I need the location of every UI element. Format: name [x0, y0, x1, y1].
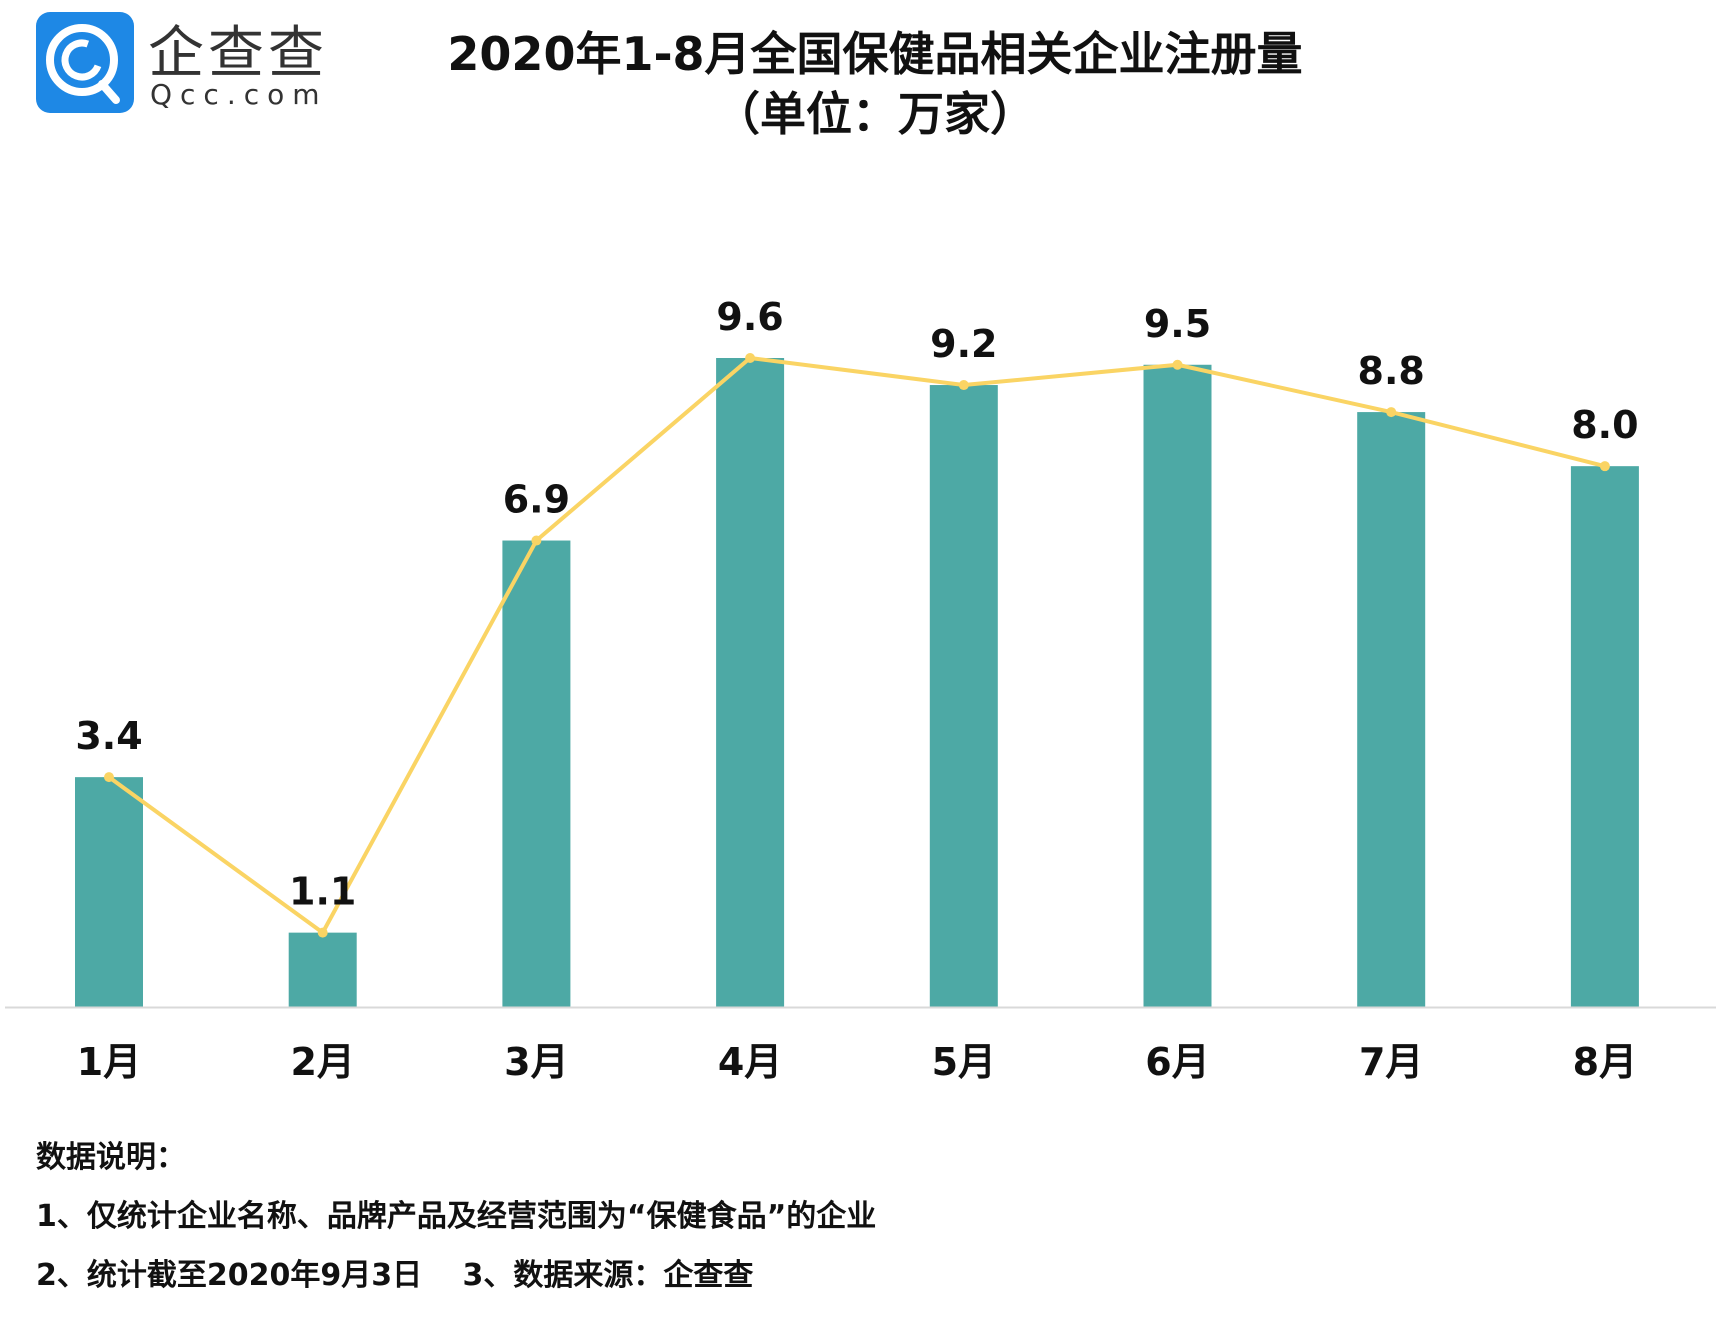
bar-6月 — [1143, 364, 1212, 1008]
note-line-2: 2、统计截至2020年9月3日 3、数据来源：企查查 — [36, 1258, 754, 1293]
bar-7月 — [1357, 412, 1426, 1007]
notes-heading: 数据说明： — [36, 1140, 186, 1175]
trend-line — [107, 356, 1606, 935]
x-tick-label: 5月 — [932, 1040, 996, 1084]
trend-point — [317, 927, 328, 938]
bar-2月 — [288, 932, 357, 1007]
brand-name: 企查查 — [148, 21, 328, 86]
data-label: 9.6 — [716, 295, 783, 339]
data-label: 3.4 — [75, 714, 142, 758]
trend-point — [1599, 461, 1610, 472]
bar-4月 — [716, 358, 785, 1007]
x-tick-label: 8月 — [1573, 1040, 1637, 1084]
data-label: 8.8 — [1358, 349, 1425, 393]
data-label: 9.2 — [930, 322, 997, 366]
data-label: 6.9 — [503, 478, 570, 522]
bar-5月 — [929, 385, 998, 1008]
x-tick-label: 2月 — [290, 1040, 354, 1084]
data-label: 9.5 — [1144, 302, 1211, 346]
x-tick-label: 6月 — [1145, 1040, 1209, 1084]
x-tick-label: 3月 — [504, 1040, 568, 1084]
data-label: 1.1 — [289, 870, 356, 914]
brand-domain: Qcc.com — [150, 78, 328, 111]
trend-point — [1172, 359, 1183, 370]
trend-point — [531, 535, 542, 546]
trend-point — [104, 772, 114, 783]
trend-point — [745, 353, 756, 363]
chart-subtitle: （单位：万家） — [714, 87, 1036, 141]
trend-point — [958, 380, 969, 391]
x-tick-label: 4月 — [718, 1040, 782, 1084]
x-tick-label: 7月 — [1359, 1040, 1423, 1084]
x-tick-label: 1月 — [77, 1040, 141, 1084]
trend-point — [1386, 407, 1397, 418]
bar-8月 — [1570, 466, 1639, 1008]
note-line-1: 1、仅统计企业名称、品牌产品及经营范围为“保健食品”的企业 — [36, 1199, 877, 1234]
bar-1月 — [75, 777, 143, 1007]
chart-title: 2020年1-8月全国保健品相关企业注册量 — [447, 27, 1303, 81]
bar-3月 — [502, 540, 571, 1007]
qcc-logo-icon — [36, 12, 134, 113]
data-label: 8.0 — [1571, 403, 1638, 447]
